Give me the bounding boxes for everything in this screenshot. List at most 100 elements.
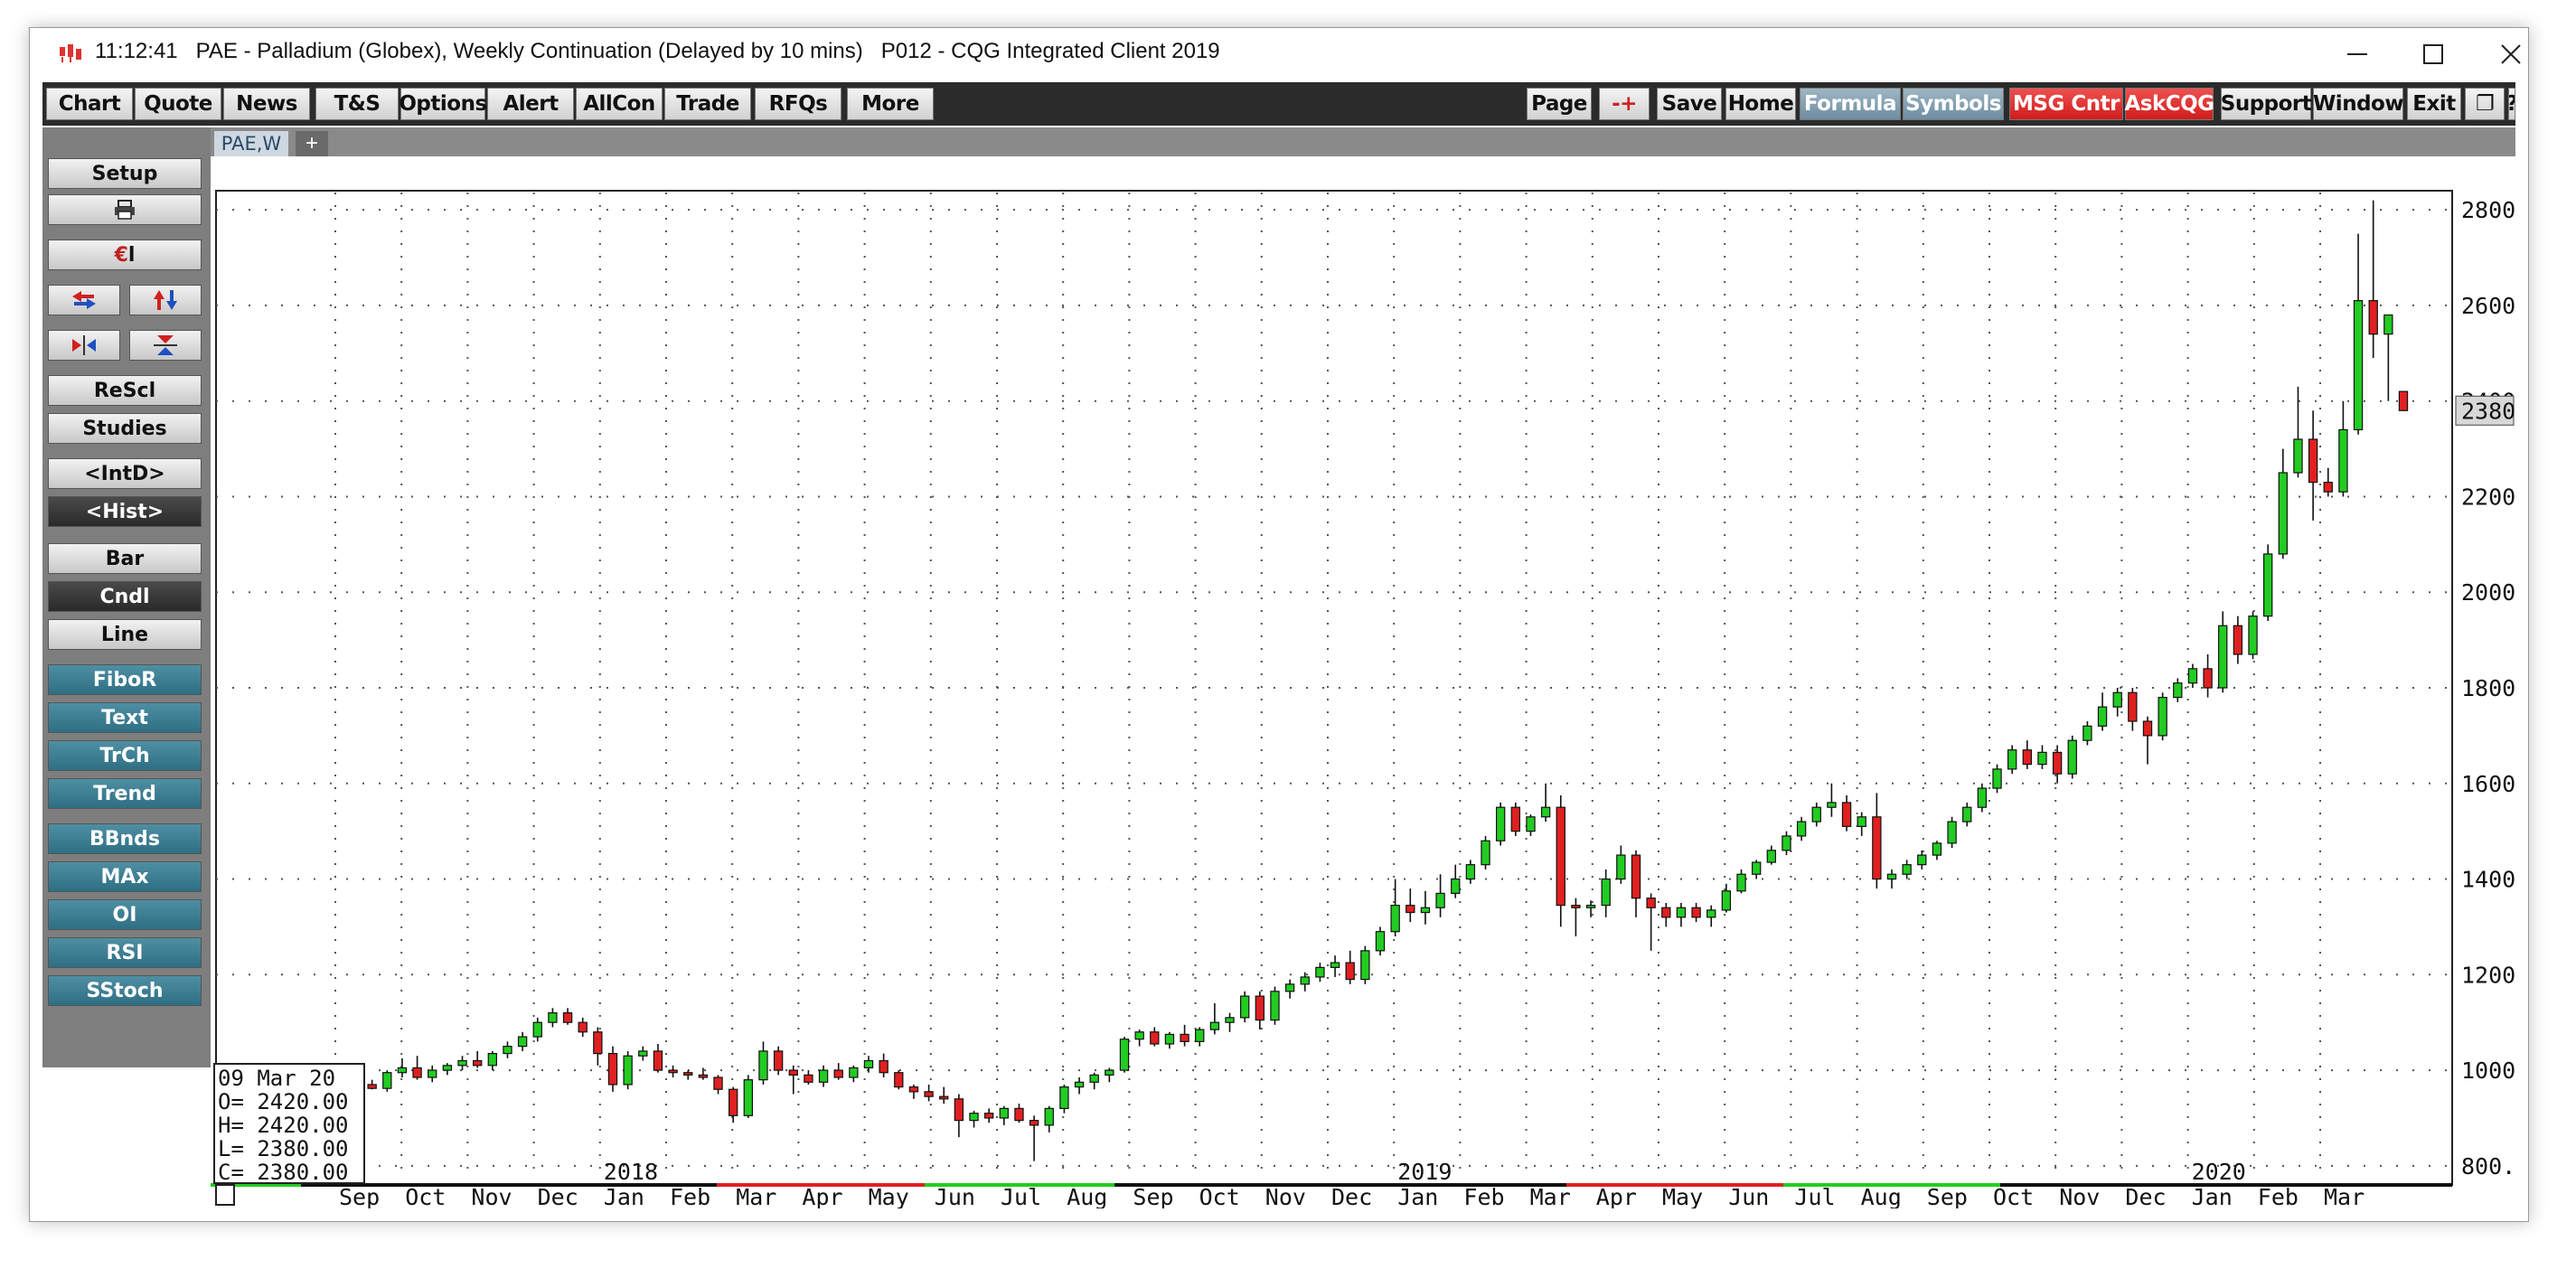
- close-button[interactable]: [2470, 28, 2528, 80]
- price-chart[interactable]: 800.00 1000.00 1200.00 1400.00 1600.00 1800.0…: [211, 156, 2515, 1208]
- candle-body: [1691, 907, 1701, 918]
- candle-body: [1631, 854, 1641, 899]
- moving-average-button[interactable]: MAx: [48, 861, 202, 892]
- restore-icon[interactable]: ❐: [2465, 88, 2505, 120]
- candle-body: [1345, 962, 1355, 981]
- last-price-box: [2455, 395, 2515, 426]
- x-tick-label: Sep: [339, 1184, 380, 1208]
- scroll-vertical-button[interactable]: [129, 285, 202, 315]
- y-tick-label: 2800.00: [2461, 197, 2515, 223]
- window-button[interactable]: Window: [2313, 88, 2404, 120]
- candle-body: [2338, 428, 2348, 493]
- add-tab-button[interactable]: +: [296, 131, 328, 156]
- candle-body: [1300, 976, 1310, 985]
- rsi-button[interactable]: RSI: [48, 937, 202, 968]
- help-button[interactable]: ?: [2508, 88, 2515, 120]
- candle-body: [1676, 907, 1687, 918]
- studies-button[interactable]: Studies: [48, 413, 202, 444]
- exit-button[interactable]: Exit: [2407, 88, 2461, 120]
- askcqg-button[interactable]: AskCQG: [2124, 88, 2214, 120]
- y-tick-label: 2600.00: [2461, 293, 2515, 319]
- plus-minus-button[interactable]: -+: [1599, 88, 1650, 120]
- allcon-button[interactable]: AllCon: [576, 88, 663, 120]
- candle-body: [1150, 1031, 1160, 1045]
- home-button[interactable]: Home: [1725, 88, 1796, 120]
- zoom-horizontal-button[interactable]: [48, 330, 120, 361]
- open-interest-button[interactable]: OI: [48, 899, 202, 930]
- x-tick-label: Dec: [2125, 1184, 2166, 1208]
- formula-button[interactable]: Formula: [1800, 88, 1901, 120]
- maximize-button[interactable]: [2393, 28, 2474, 80]
- candle-body: [849, 1067, 859, 1078]
- text-tool-button[interactable]: Text: [48, 702, 202, 733]
- candle-body: [2007, 749, 2017, 770]
- print-button[interactable]: [48, 194, 202, 225]
- x-tick-label: Apr: [1596, 1184, 1637, 1208]
- euro-button[interactable]: € l: [48, 240, 202, 270]
- candle-body: [623, 1055, 633, 1086]
- zoom-vertical-button[interactable]: [129, 330, 202, 361]
- candle-chart-button[interactable]: Cndl: [48, 581, 202, 612]
- intraday-button[interactable]: <IntD>: [48, 458, 202, 489]
- year-label: 2020: [2192, 1159, 2246, 1185]
- candle-body: [2037, 751, 2047, 766]
- news-button[interactable]: News: [223, 88, 310, 120]
- trend-channel-button[interactable]: TrCh: [48, 740, 202, 771]
- symbols-button[interactable]: Symbols: [1903, 88, 2004, 120]
- candle-body: [2112, 691, 2122, 708]
- setup-button[interactable]: Setup: [48, 158, 202, 189]
- save-button[interactable]: Save: [1657, 88, 1722, 120]
- rfqs-button[interactable]: RFQs: [755, 88, 841, 120]
- candle-body: [1510, 806, 1521, 832]
- candle-body: [1977, 787, 1988, 808]
- bollinger-bands-button[interactable]: BBnds: [48, 823, 202, 854]
- candle-body: [397, 1067, 408, 1074]
- scroll-horizontal-button[interactable]: [48, 285, 120, 315]
- msg-cntr-button[interactable]: MSG Cntr: [2009, 88, 2123, 120]
- candle-body: [683, 1072, 693, 1076]
- candle-body: [1571, 905, 1581, 908]
- candle-body: [2142, 720, 2153, 737]
- line-chart-button[interactable]: Line: [48, 619, 202, 650]
- alert-button[interactable]: Alert: [487, 88, 574, 120]
- x-tick-label: Oct: [1199, 1184, 1240, 1208]
- y-tick-label: 1000.00: [2461, 1058, 2515, 1084]
- trend-line-button[interactable]: Trend: [48, 778, 202, 809]
- candle-body: [1751, 861, 1762, 875]
- candle-body: [1962, 806, 1972, 822]
- x-tick-label: May: [1662, 1184, 1703, 1208]
- candle-body: [1465, 864, 1476, 880]
- candle-body: [2218, 625, 2228, 689]
- quote-button[interactable]: Quote: [135, 88, 221, 120]
- candle-body: [969, 1113, 979, 1122]
- candle-body: [758, 1050, 768, 1081]
- candle-body: [1917, 854, 1927, 866]
- minimize-icon: [2347, 53, 2367, 55]
- slow-stochastic-button[interactable]: SStoch: [48, 975, 202, 1006]
- candle-body: [894, 1072, 904, 1088]
- candle-body: [743, 1079, 754, 1116]
- candle-body: [412, 1067, 422, 1078]
- historical-button[interactable]: <Hist>: [48, 496, 202, 527]
- page-button[interactable]: Page: [1527, 88, 1592, 120]
- tab-pae-weekly[interactable]: PAE,W: [214, 131, 288, 156]
- candle-body: [1195, 1029, 1205, 1042]
- ts-button[interactable]: T&S: [315, 88, 399, 120]
- y-tick-label: 1400.00: [2461, 867, 2515, 893]
- rescale-button[interactable]: ReScl: [48, 375, 202, 406]
- candle-body: [713, 1076, 723, 1090]
- candle-body: [548, 1012, 558, 1023]
- bar-chart-button[interactable]: Bar: [48, 543, 202, 574]
- x-tick-label: Feb: [2258, 1184, 2299, 1208]
- last-price-label: 2380.00: [2461, 398, 2515, 424]
- trade-button[interactable]: Trade: [664, 88, 751, 120]
- candle-body: [2398, 390, 2409, 411]
- fibonacci-button[interactable]: FiboR: [48, 664, 202, 695]
- more-button[interactable]: More: [847, 88, 934, 120]
- options-button[interactable]: Options: [399, 88, 487, 120]
- support-button[interactable]: Support: [2221, 88, 2312, 120]
- candle-body: [503, 1046, 512, 1055]
- x-tick-label: Jul: [1001, 1184, 1041, 1208]
- chart-button[interactable]: Chart: [46, 88, 133, 120]
- minimize-button[interactable]: [2317, 28, 2398, 80]
